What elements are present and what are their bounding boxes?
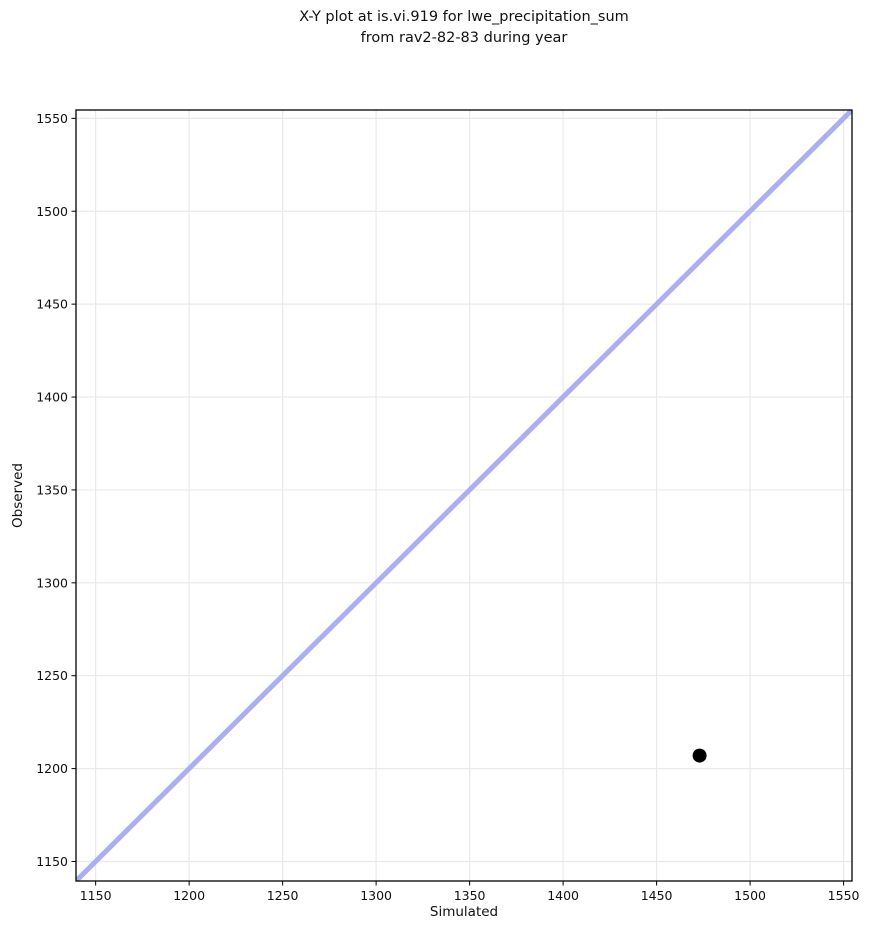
x-tick-label: 1350	[454, 888, 486, 903]
x-tick-label: 1400	[547, 888, 579, 903]
y-tick-label: 1200	[36, 761, 68, 776]
x-tick-label: 1150	[80, 888, 112, 903]
y-tick-label: 1500	[36, 204, 68, 219]
y-tick-label: 1550	[36, 111, 68, 126]
y-tick-label: 1300	[36, 575, 68, 590]
y-tick-label: 1250	[36, 668, 68, 683]
chart-title-line1: X-Y plot at is.vi.919 for lwe_precipitat…	[299, 9, 629, 25]
chart-title-line2: from rav2-82-83 during year	[360, 30, 568, 46]
x-axis-label: Simulated	[429, 904, 499, 920]
y-axis-label: Observed	[10, 463, 26, 528]
y-tick-label: 1350	[36, 482, 68, 497]
identity-line	[76, 110, 852, 881]
chart-title: X-Y plot at is.vi.919 for lwe_precipitat…	[76, 7, 852, 49]
plot-border	[75, 109, 853, 882]
x-tick-label: 1500	[734, 888, 766, 903]
x-tick-label: 1200	[173, 888, 205, 903]
y-tick-label: 1400	[36, 390, 68, 405]
data-point	[692, 748, 707, 763]
y-tick-label: 1450	[36, 297, 68, 312]
x-tick-label: 1550	[828, 888, 860, 903]
x-tick-label: 1450	[641, 888, 673, 903]
x-tick-label: 1250	[267, 888, 299, 903]
y-tick-label: 1150	[36, 854, 68, 869]
x-tick-label: 1300	[360, 888, 392, 903]
